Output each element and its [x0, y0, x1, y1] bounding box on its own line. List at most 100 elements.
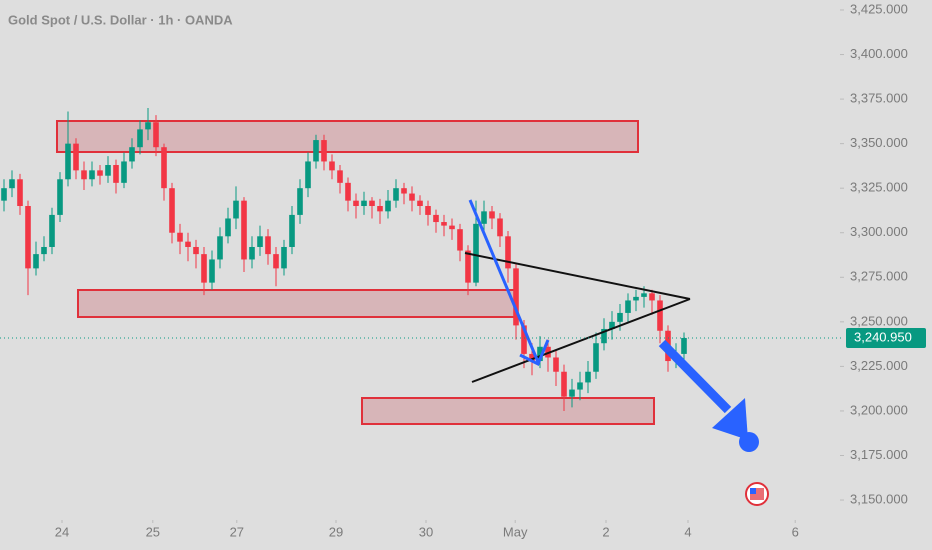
candle-body	[497, 218, 503, 237]
candle-body	[481, 211, 487, 224]
candle-body	[313, 140, 319, 162]
flag-icon-canton	[750, 488, 756, 494]
y-tick-label: 3,250.000	[850, 313, 908, 328]
candle-body	[65, 143, 71, 180]
y-tick-label: 3,200.000	[850, 402, 908, 417]
candle-body	[305, 161, 311, 189]
trendline	[464, 252, 691, 300]
candle-body	[361, 200, 367, 207]
candle-body	[513, 268, 519, 326]
candle-body	[177, 232, 183, 242]
candle-body	[57, 179, 63, 215]
candle-body	[265, 236, 271, 255]
candle-body	[73, 143, 79, 171]
candle-body	[129, 147, 135, 162]
candle-body	[377, 206, 383, 212]
support-zone	[77, 289, 517, 318]
drawings	[56, 120, 655, 425]
candle-body	[625, 300, 631, 313]
candle-body	[393, 188, 399, 201]
candle-body	[593, 343, 599, 372]
resistance-zone	[56, 120, 639, 153]
last-price-label: 3,240.950	[854, 329, 912, 344]
candle-body	[321, 140, 327, 162]
candle-body	[641, 293, 647, 297]
y-tick-label: 3,325.000	[850, 180, 908, 195]
candle-body	[385, 200, 391, 212]
y-tick-label: 3,425.000	[850, 1, 908, 16]
candle-body	[209, 259, 215, 283]
candle-body	[585, 371, 591, 383]
candle-body	[577, 382, 583, 390]
candle-body	[41, 246, 47, 255]
overlays	[464, 199, 769, 506]
check-mark	[519, 339, 550, 367]
candle-body	[569, 389, 575, 397]
y-tick-label: 3,350.000	[850, 135, 908, 150]
trendline	[468, 199, 540, 363]
candle-body	[489, 211, 495, 219]
candle-body	[681, 337, 687, 354]
candle-body	[81, 170, 87, 180]
candle-body	[337, 170, 343, 183]
candle-body	[105, 165, 111, 176]
candle-body	[417, 200, 423, 207]
candle-body	[473, 223, 479, 283]
x-tick-label: 2	[602, 524, 609, 539]
candle-body	[289, 214, 295, 247]
x-tick-label: 29	[329, 524, 343, 539]
candle-body	[649, 293, 655, 301]
x-tick-label: 24	[55, 524, 69, 539]
candle-body	[561, 371, 567, 397]
arrow-end	[739, 432, 759, 452]
candle-body	[249, 246, 255, 260]
y-tick-label: 3,400.000	[850, 46, 908, 61]
candle-body	[353, 200, 359, 207]
candle-body	[257, 236, 263, 247]
candle-body	[329, 161, 335, 171]
x-tick-label: 25	[146, 524, 160, 539]
candle-body	[657, 300, 663, 331]
candle-body	[1, 188, 7, 201]
candle-body	[225, 218, 231, 237]
candle-body	[137, 129, 143, 148]
arrow-shaft	[658, 339, 732, 414]
candle-body	[145, 122, 151, 130]
y-tick-label: 3,225.000	[850, 358, 908, 373]
x-tick-label: 27	[230, 524, 244, 539]
candle-body	[161, 147, 167, 189]
candle-body	[369, 200, 375, 207]
candle-body	[201, 254, 207, 283]
candle-body	[281, 246, 287, 269]
candle-body	[9, 179, 15, 189]
x-tick-label: 4	[684, 524, 691, 539]
candle-body	[505, 236, 511, 269]
candle-body	[217, 236, 223, 260]
trendline	[471, 298, 691, 383]
candle-body	[457, 229, 463, 251]
y-tick-label: 3,150.000	[850, 491, 908, 506]
candle-body	[297, 188, 303, 215]
candle-body	[25, 206, 31, 269]
chart-title: Gold Spot / U.S. Dollar · 1h · OANDA	[8, 12, 233, 27]
candle-body	[113, 165, 119, 183]
x-tick-label: May	[503, 524, 528, 539]
candle-body	[97, 170, 103, 176]
candle-body	[465, 250, 471, 283]
candle-body	[345, 182, 351, 201]
candle-body	[609, 321, 615, 329]
candle-body	[433, 214, 439, 223]
candle-body	[617, 312, 623, 322]
candle-body	[521, 325, 527, 354]
last-price-box	[846, 327, 926, 348]
candle-body	[409, 193, 415, 201]
y-tick-label: 3,375.000	[850, 91, 908, 106]
y-tick-label: 3,300.000	[850, 224, 908, 239]
candle-body	[601, 328, 607, 344]
arrow-head	[712, 398, 748, 440]
candle-body	[425, 206, 431, 215]
candle-body	[233, 200, 239, 219]
demand-zone	[361, 397, 655, 425]
candle-body	[17, 179, 23, 207]
